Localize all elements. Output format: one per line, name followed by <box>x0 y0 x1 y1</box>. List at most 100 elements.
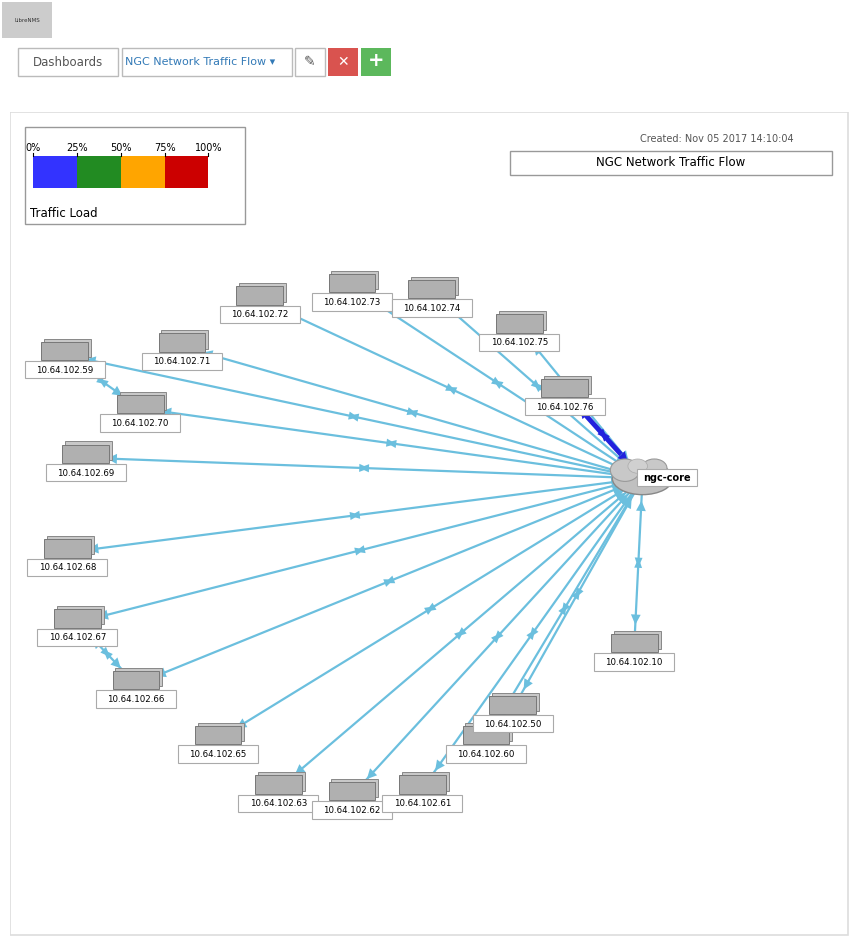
Bar <box>408 280 455 299</box>
Bar <box>65 442 112 460</box>
Text: 10.64.102.60: 10.64.102.60 <box>458 750 514 759</box>
Polygon shape <box>636 501 646 512</box>
Text: 10.64.102.76: 10.64.102.76 <box>536 402 593 412</box>
Bar <box>489 695 536 714</box>
Text: NGC Network Traffic Flow ▾: NGC Network Traffic Flow ▾ <box>125 57 275 67</box>
Bar <box>541 379 588 397</box>
Text: Wireless: Wireless <box>430 15 476 25</box>
Ellipse shape <box>612 462 673 495</box>
Bar <box>492 692 539 711</box>
Polygon shape <box>424 607 434 615</box>
Text: 50%: 50% <box>110 143 132 153</box>
Polygon shape <box>616 453 626 463</box>
Polygon shape <box>457 627 467 637</box>
Bar <box>162 331 208 349</box>
Text: 10.64.102.63: 10.64.102.63 <box>249 800 307 808</box>
Text: +: + <box>368 51 384 70</box>
Text: 10.64.102.65: 10.64.102.65 <box>189 750 247 759</box>
Polygon shape <box>89 544 99 554</box>
Polygon shape <box>600 431 610 442</box>
Polygon shape <box>615 493 626 503</box>
Text: Ports: Ports <box>305 15 333 25</box>
Bar <box>164 155 208 188</box>
FancyBboxPatch shape <box>446 745 526 763</box>
Polygon shape <box>384 576 396 583</box>
Polygon shape <box>598 429 607 439</box>
Bar <box>54 609 101 627</box>
Bar <box>33 155 77 188</box>
Ellipse shape <box>611 459 640 481</box>
Bar <box>237 286 283 305</box>
Polygon shape <box>386 440 396 448</box>
Polygon shape <box>572 589 580 600</box>
Bar <box>2 2 52 38</box>
Text: 25%: 25% <box>66 143 88 153</box>
Bar <box>331 271 378 289</box>
Text: 10.64.102.75: 10.64.102.75 <box>491 338 548 348</box>
Polygon shape <box>354 547 365 556</box>
Polygon shape <box>112 386 122 396</box>
FancyBboxPatch shape <box>295 48 325 76</box>
Bar <box>194 726 242 744</box>
Polygon shape <box>493 381 503 389</box>
Text: Routing: Routing <box>565 15 608 25</box>
Bar <box>329 274 376 292</box>
Polygon shape <box>103 650 113 659</box>
Bar <box>44 539 90 558</box>
Polygon shape <box>562 602 570 613</box>
Text: 10.64.102.71: 10.64.102.71 <box>153 357 211 366</box>
Bar <box>331 779 378 797</box>
FancyBboxPatch shape <box>510 151 832 175</box>
Polygon shape <box>530 627 538 638</box>
Polygon shape <box>454 630 464 640</box>
Polygon shape <box>618 450 629 462</box>
Text: Dashboards: Dashboards <box>33 56 103 69</box>
Ellipse shape <box>628 459 648 473</box>
Polygon shape <box>355 545 366 553</box>
Text: 0%: 0% <box>25 143 40 153</box>
Polygon shape <box>101 647 110 657</box>
Text: ✎: ✎ <box>304 55 316 69</box>
Polygon shape <box>491 377 501 385</box>
Bar <box>57 606 104 625</box>
Bar <box>258 772 304 790</box>
Bar <box>239 284 286 301</box>
Text: 10.64.102.72: 10.64.102.72 <box>231 311 289 319</box>
Polygon shape <box>580 408 590 419</box>
Bar <box>77 155 120 188</box>
Polygon shape <box>611 467 622 477</box>
Bar <box>611 634 658 652</box>
Text: 10.64.102.66: 10.64.102.66 <box>108 695 164 704</box>
Text: Alerts: Alerts <box>635 15 667 25</box>
Text: ngc-core: ngc-core <box>643 473 691 483</box>
Text: 10.64.102.67: 10.64.102.67 <box>49 633 106 642</box>
Polygon shape <box>611 481 622 491</box>
Polygon shape <box>386 439 396 447</box>
Text: 10.64.102.61: 10.64.102.61 <box>394 800 451 808</box>
Bar <box>614 631 660 649</box>
Text: 10.64.102.62: 10.64.102.62 <box>323 806 381 815</box>
FancyBboxPatch shape <box>238 795 318 812</box>
Text: 10.64.102.50: 10.64.102.50 <box>484 720 542 729</box>
Text: 10.64.102.73: 10.64.102.73 <box>323 298 381 307</box>
Polygon shape <box>611 485 623 495</box>
FancyBboxPatch shape <box>636 469 697 486</box>
Polygon shape <box>110 658 120 668</box>
FancyBboxPatch shape <box>25 127 244 224</box>
Polygon shape <box>611 464 622 475</box>
FancyBboxPatch shape <box>312 294 392 311</box>
Text: 10.64.102.68: 10.64.102.68 <box>39 563 96 572</box>
Text: 10.64.102.70: 10.64.102.70 <box>112 419 169 429</box>
Bar <box>62 445 109 463</box>
Bar <box>255 775 302 794</box>
FancyBboxPatch shape <box>122 48 292 76</box>
Polygon shape <box>446 387 458 395</box>
Text: 10.64.102.10: 10.64.102.10 <box>605 658 663 667</box>
Bar <box>120 392 167 411</box>
FancyBboxPatch shape <box>479 333 560 351</box>
FancyBboxPatch shape <box>96 690 176 707</box>
Polygon shape <box>611 469 621 479</box>
Polygon shape <box>162 408 172 417</box>
Polygon shape <box>445 383 456 391</box>
FancyBboxPatch shape <box>25 361 105 379</box>
